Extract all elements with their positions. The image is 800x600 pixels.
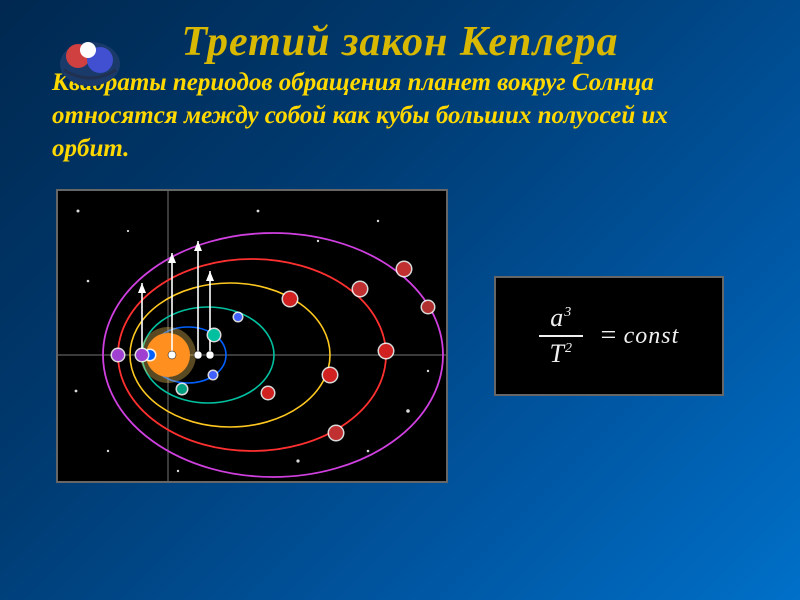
- decorative-logo: [54, 30, 126, 88]
- num-base: a: [550, 303, 563, 332]
- formula-equals: =: [599, 320, 618, 352]
- formula-numerator: a3: [550, 305, 571, 331]
- content-row: a3 T2 = const: [30, 189, 770, 483]
- formula-fraction: a3 T2: [539, 305, 583, 367]
- num-exp: 3: [564, 305, 571, 320]
- den-exp: 2: [565, 341, 572, 356]
- formula-rhs: const: [624, 323, 680, 350]
- law-statement: Квадраты периодов обращения планет вокру…: [52, 66, 748, 165]
- formula-denominator: T2: [549, 341, 571, 367]
- den-base: T: [549, 339, 563, 368]
- orbit-diagram: [56, 189, 448, 483]
- slide-title: Третий закон Кеплера: [30, 18, 770, 66]
- fraction-line: [539, 335, 583, 337]
- kepler-formula: a3 T2 = const: [494, 276, 724, 396]
- slide: Третий закон Кеплера Квадраты периодов о…: [0, 0, 800, 600]
